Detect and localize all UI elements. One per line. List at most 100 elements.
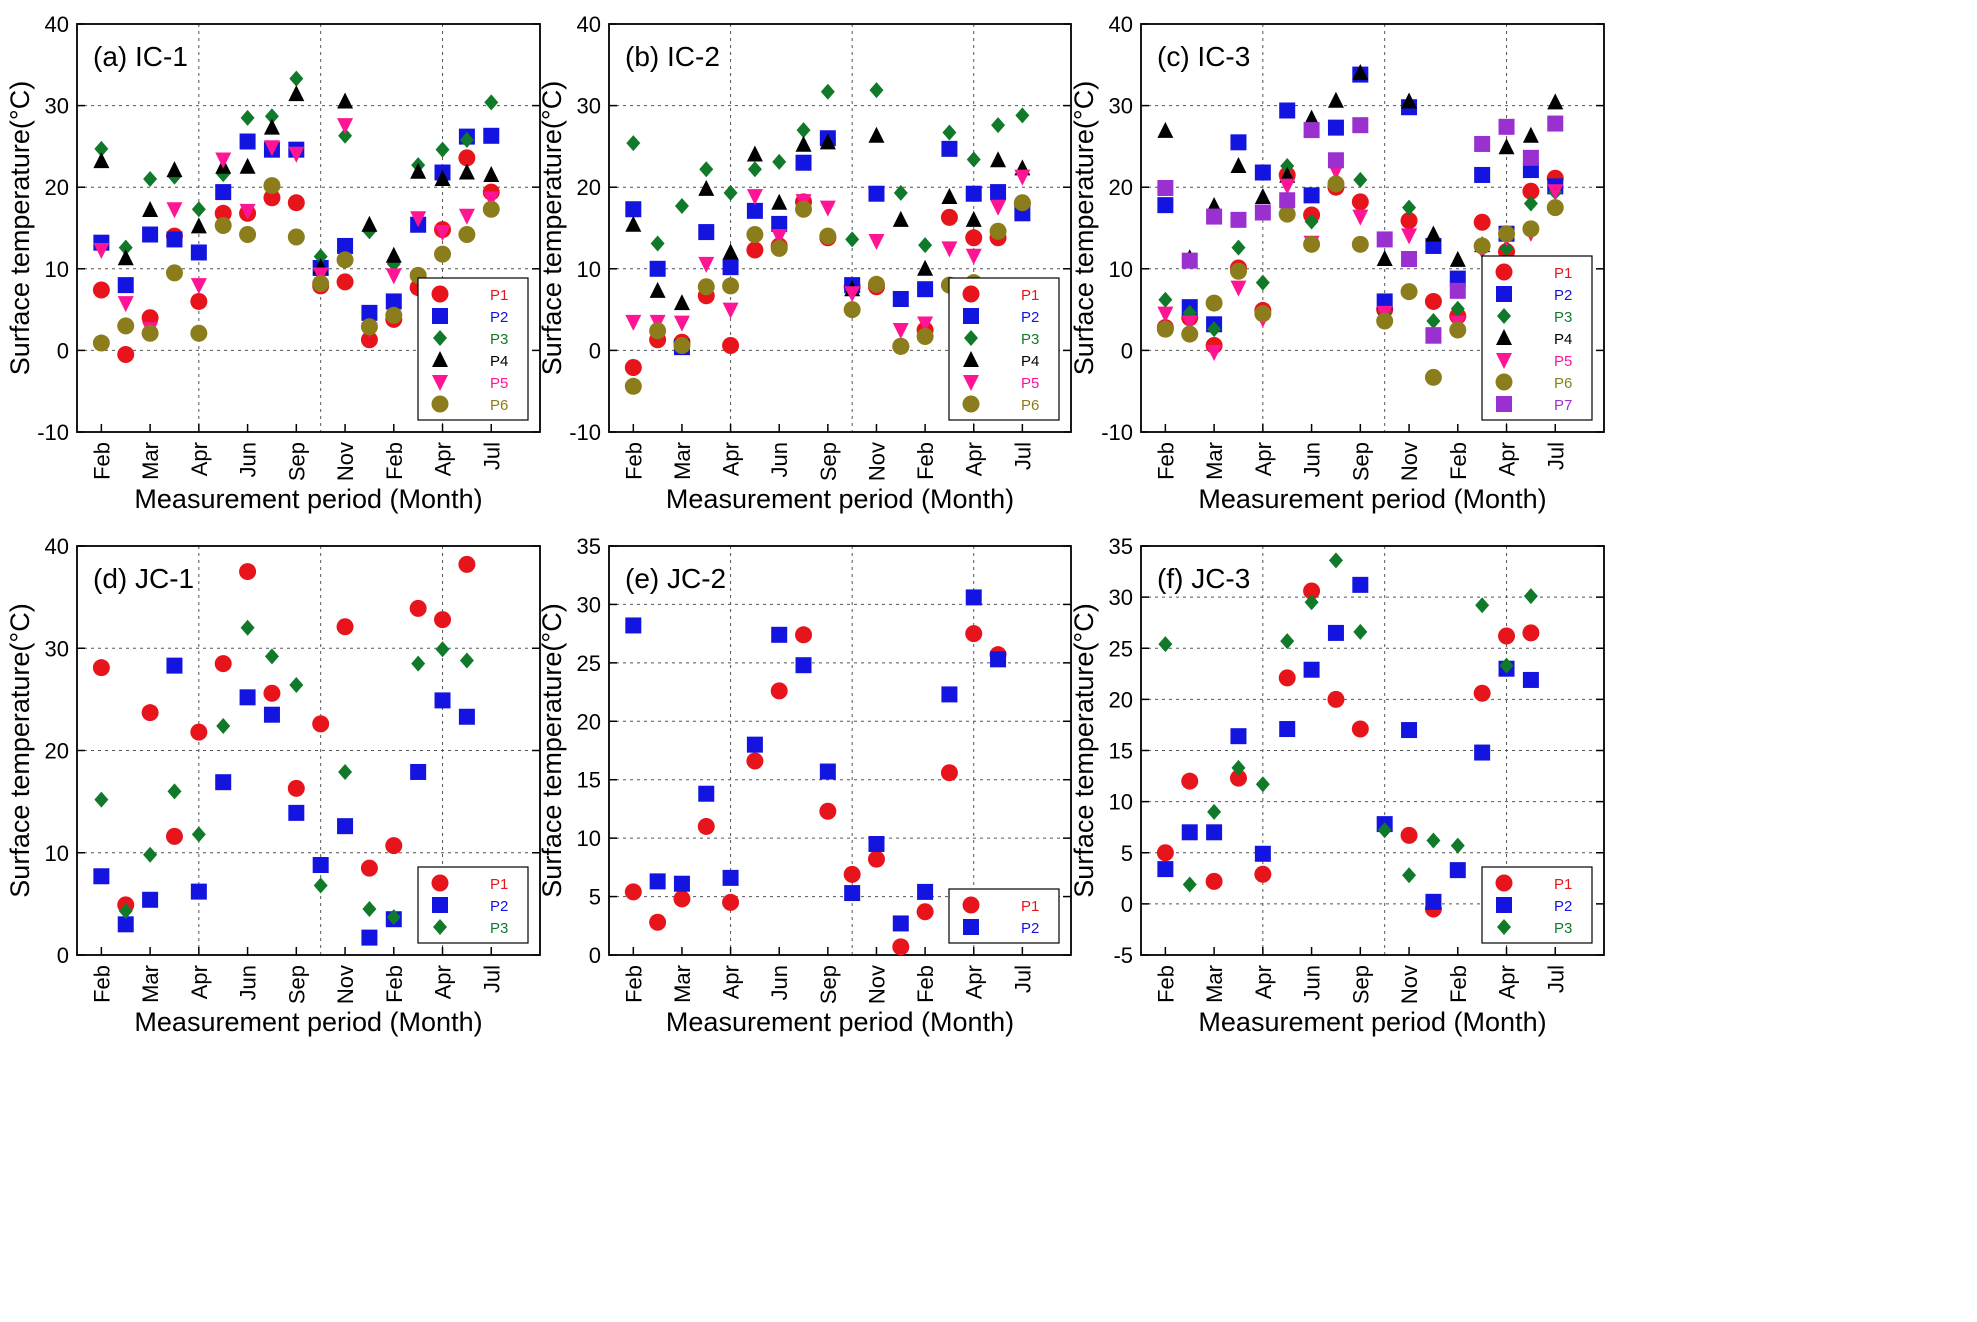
data-point-p6 xyxy=(92,334,110,352)
data-point-p7 xyxy=(1206,208,1223,225)
data-point-p1 xyxy=(360,859,378,877)
legend-label: P3 xyxy=(490,331,508,348)
data-point-p6 xyxy=(770,239,788,257)
y-tick-label: 30 xyxy=(577,592,601,617)
data-point-p2 xyxy=(1376,293,1393,310)
data-point-p5 xyxy=(166,202,183,219)
x-tick-label: Jun xyxy=(767,965,792,1000)
data-point-p1 xyxy=(1473,684,1491,702)
data-point-p1 xyxy=(1522,182,1540,200)
x-tick-label: Mar xyxy=(138,442,163,480)
x-tick-label: Sep xyxy=(1348,442,1373,481)
legend-label: P2 xyxy=(490,898,508,915)
data-point-p4 xyxy=(458,163,475,180)
legend-marker-p1 xyxy=(1495,263,1513,281)
data-point-p4 xyxy=(483,165,500,182)
y-axis-label: Surface temperature(°C) xyxy=(5,603,35,897)
data-point-p4 xyxy=(1327,91,1344,108)
data-point-p3 xyxy=(264,108,279,125)
data-point-p1 xyxy=(649,913,667,931)
data-point-p4 xyxy=(288,85,305,102)
data-point-p4 xyxy=(673,294,690,311)
x-tick-label: Mar xyxy=(138,965,163,1003)
data-point-p5 xyxy=(458,208,475,225)
data-point-p1 xyxy=(1156,844,1174,862)
data-point-p1 xyxy=(722,337,740,355)
data-point-p3 xyxy=(94,791,109,808)
data-point-p6 xyxy=(989,222,1007,240)
data-point-p1 xyxy=(287,194,305,212)
data-point-p5 xyxy=(1401,228,1418,245)
legend-label: P1 xyxy=(490,287,508,304)
data-point-p6 xyxy=(673,337,691,355)
legend-label: P2 xyxy=(1554,898,1572,915)
legend-marker-p6 xyxy=(1495,373,1513,391)
data-point-p2 xyxy=(166,657,183,674)
x-axis-label: Measurement period (Month) xyxy=(666,484,1014,514)
legend-marker-p2 xyxy=(963,308,979,324)
data-point-p6 xyxy=(1205,294,1223,312)
data-point-p1 xyxy=(867,850,885,868)
x-axis-label: Measurement period (Month) xyxy=(1198,1007,1546,1037)
chart-title: (d) JC-1 xyxy=(93,563,194,594)
data-point-p5 xyxy=(1279,178,1296,195)
data-point-p2 xyxy=(649,873,666,890)
data-point-p1 xyxy=(141,704,159,722)
data-point-p1 xyxy=(1473,213,1491,231)
data-point-p2 xyxy=(965,589,982,606)
chart-title: (f) JC-3 xyxy=(1157,563,1250,594)
legend-marker-p1 xyxy=(962,896,980,914)
data-point-p3 xyxy=(1280,633,1295,650)
data-point-p3 xyxy=(1499,240,1514,257)
data-point-p3 xyxy=(338,127,353,144)
data-point-p5 xyxy=(434,225,451,242)
data-point-p2 xyxy=(795,657,812,674)
data-point-p1 xyxy=(409,599,427,617)
data-point-p3 xyxy=(942,124,957,141)
data-point-p4 xyxy=(1522,126,1539,143)
data-point-p4 xyxy=(410,162,427,179)
data-point-p1 xyxy=(1205,872,1223,890)
data-point-p4 xyxy=(239,157,256,174)
data-point-p2 xyxy=(868,835,885,852)
data-point-p1 xyxy=(940,764,958,782)
y-tick-label: 20 xyxy=(577,175,601,200)
data-point-p3 xyxy=(699,161,714,178)
data-point-p1 xyxy=(1254,865,1272,883)
legend-label: P7 xyxy=(1554,397,1572,414)
data-point-p6 xyxy=(1376,312,1394,330)
data-point-p3 xyxy=(869,82,884,99)
data-point-p2 xyxy=(1230,134,1247,151)
data-point-p1 xyxy=(287,779,305,797)
data-point-p3 xyxy=(1280,157,1295,174)
data-point-p3 xyxy=(845,231,860,248)
data-point-p3 xyxy=(1450,300,1465,317)
data-point-p2 xyxy=(1206,824,1223,841)
data-point-p5 xyxy=(819,200,836,217)
data-point-p1 xyxy=(434,611,452,629)
plot-frame xyxy=(608,23,1072,433)
data-point-p3 xyxy=(386,909,401,926)
data-point-p5 xyxy=(844,286,861,303)
legend-marker-p5 xyxy=(1496,353,1512,369)
data-point-p2 xyxy=(771,626,788,643)
data-point-p6 xyxy=(1449,321,1467,339)
y-tick-label: -5 xyxy=(1113,943,1133,968)
y-tick-label: 15 xyxy=(1109,739,1133,764)
legend-marker-p6 xyxy=(962,395,980,413)
x-tick-label: Feb xyxy=(382,965,407,1003)
chart-panel-6: -5 0 5 10 15 20 25 30 35 Feb Mar Apr Jun Sep Nov Feb Apr… xyxy=(1069,534,1605,1037)
data-point-p1 xyxy=(190,723,208,741)
data-point-p7 xyxy=(1522,149,1539,166)
data-point-p1 xyxy=(624,883,642,901)
y-tick-label: 35 xyxy=(1109,534,1133,559)
legend-label: P2 xyxy=(490,309,508,326)
data-point-p2 xyxy=(746,202,763,219)
data-point-p1 xyxy=(92,659,110,677)
legend-label: P5 xyxy=(1021,375,1039,392)
data-point-p3 xyxy=(1402,867,1417,884)
legend-marker-p6 xyxy=(431,395,449,413)
y-tick-label: 20 xyxy=(1109,687,1133,712)
data-point-p6 xyxy=(892,337,910,355)
data-point-p4 xyxy=(117,249,134,266)
